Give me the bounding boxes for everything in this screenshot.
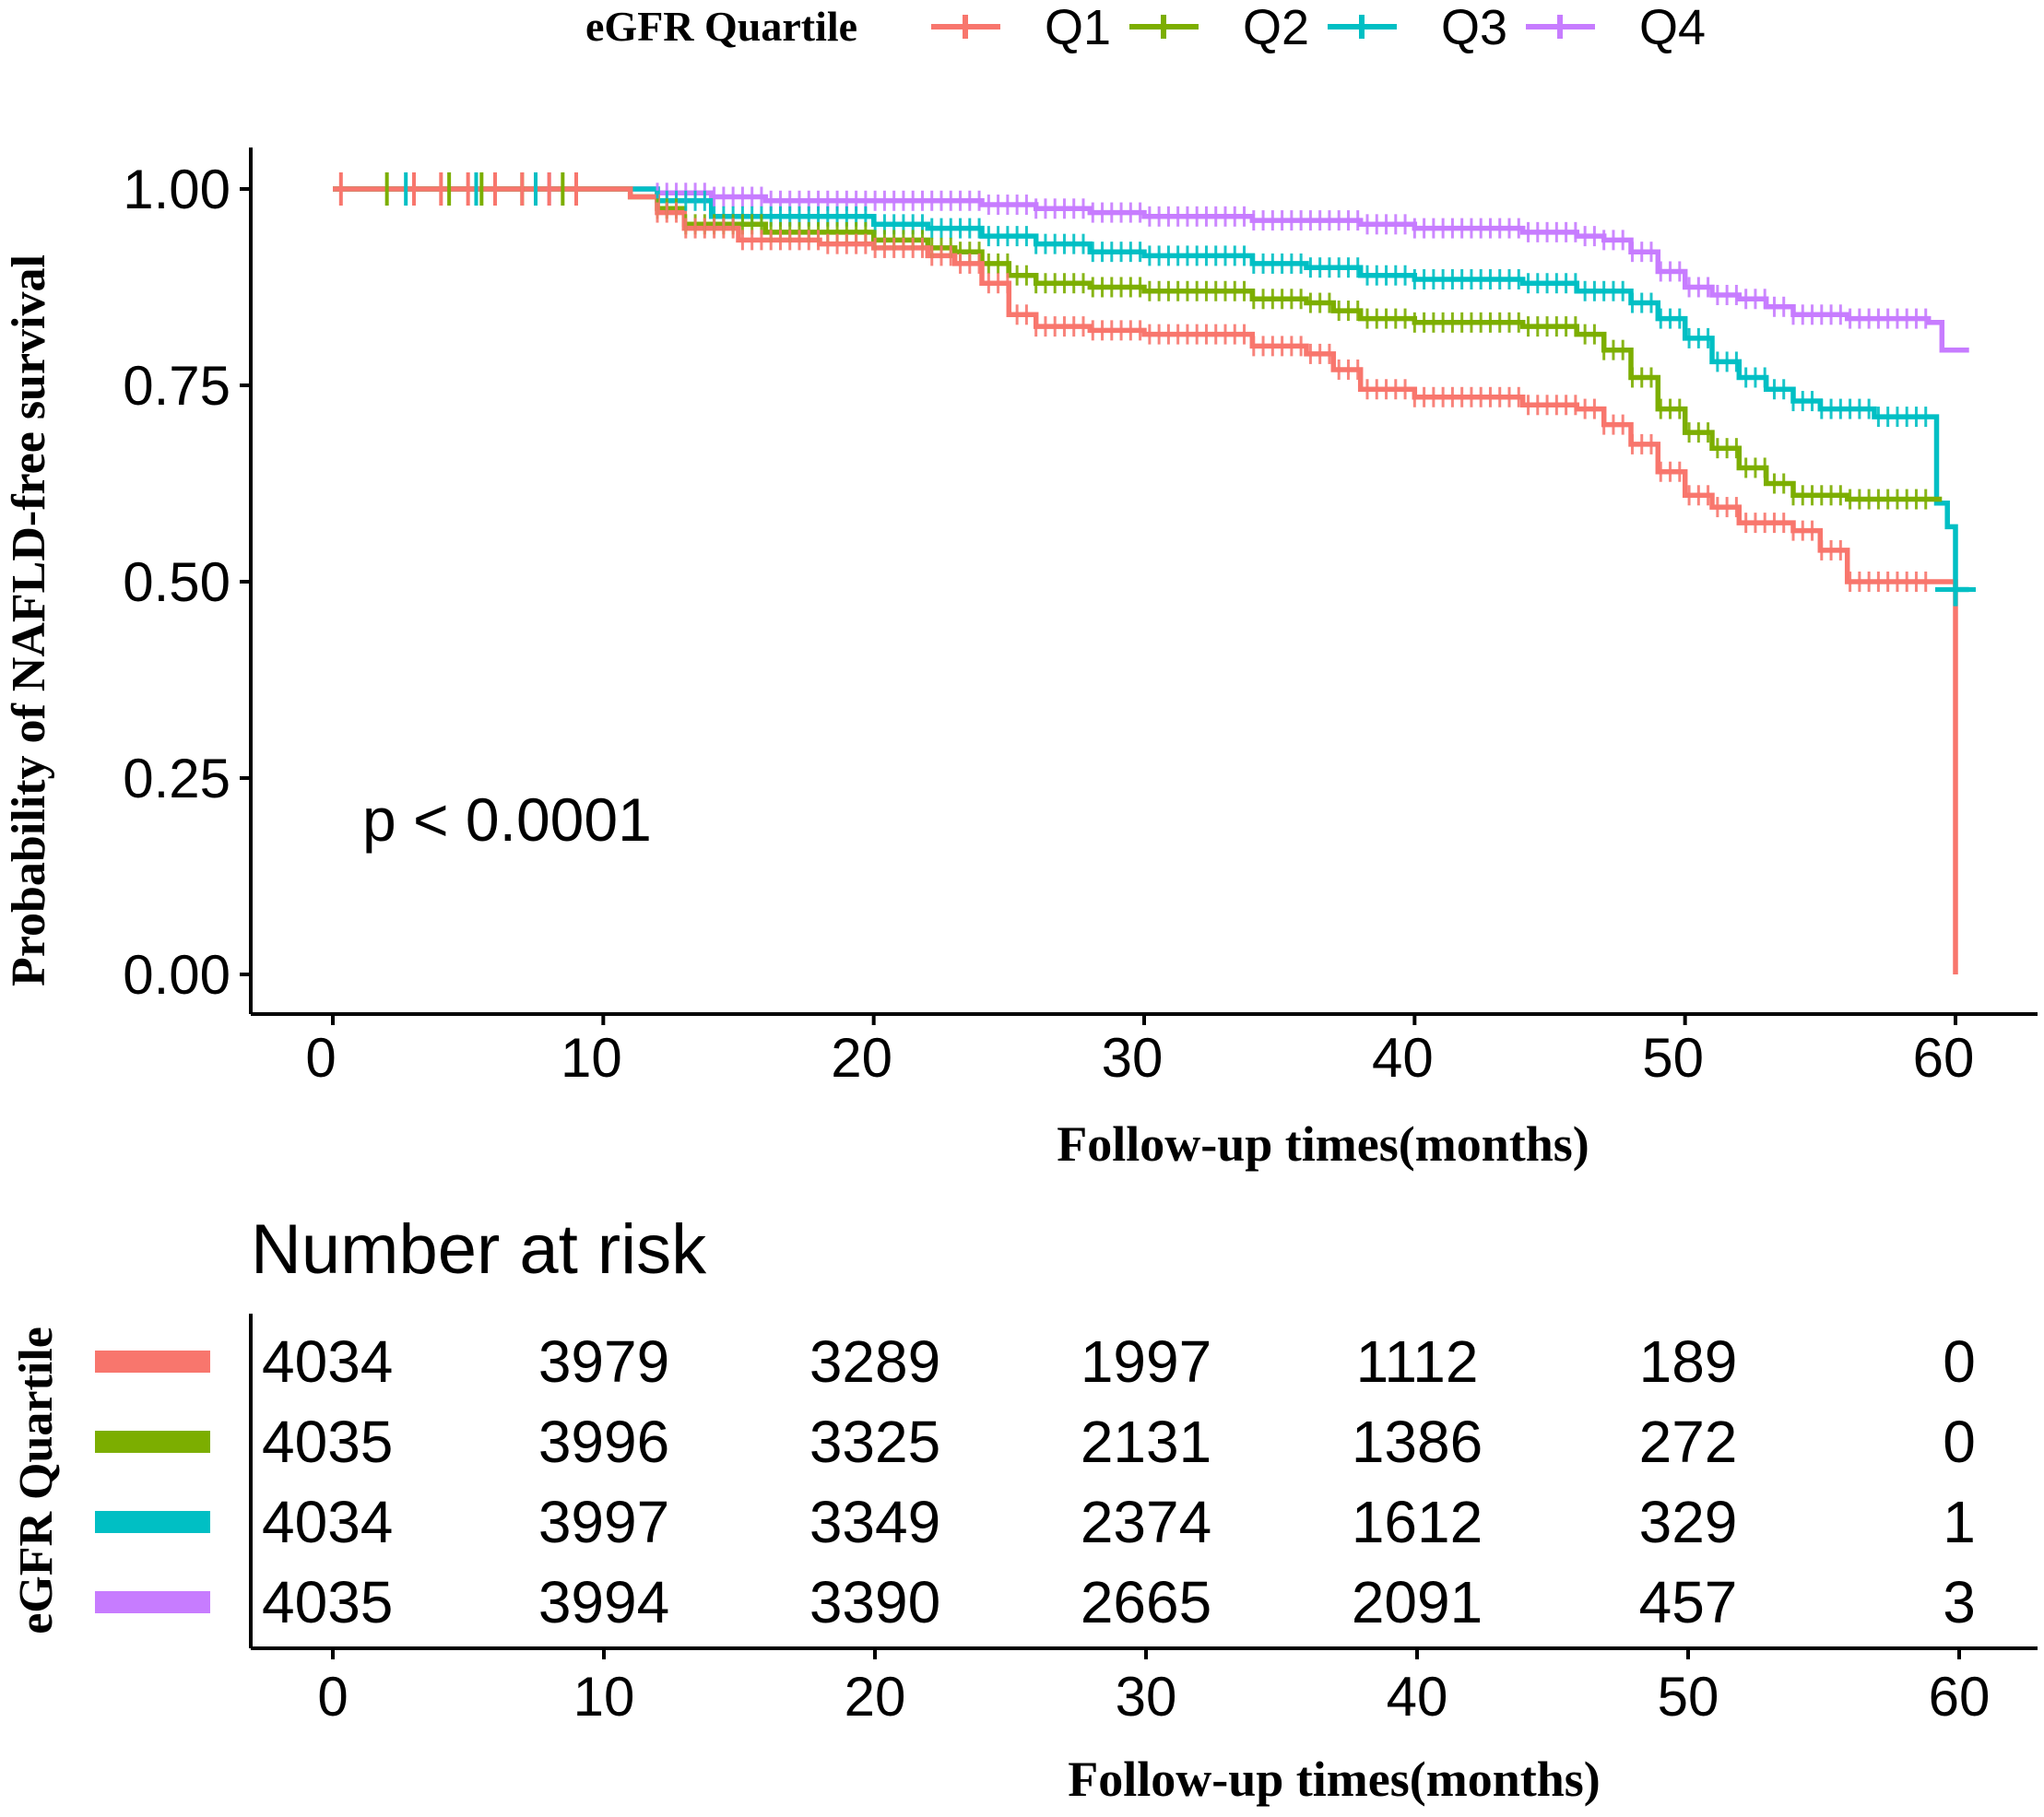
risk-x-tick-label: 0	[317, 1666, 348, 1728]
risk-cell: 0	[1943, 1328, 1976, 1395]
risk-x-tick-label: 10	[573, 1666, 635, 1728]
legend-label-q4: Q4	[1639, 0, 1706, 55]
risk-row-swatch-q2	[95, 1431, 210, 1453]
risk-cell: 1997	[1081, 1328, 1211, 1395]
km-y-tick-label: 0.75	[123, 355, 230, 417]
risk-cell: 4034	[262, 1489, 393, 1555]
risk-x-tick-label: 50	[1658, 1666, 1719, 1728]
km-censor-marks	[338, 172, 1976, 607]
risk-cell: 2131	[1081, 1409, 1211, 1475]
legend-label-q2: Q2	[1243, 0, 1309, 55]
km-curve-q1	[333, 186, 1958, 974]
risk-cell: 3994	[538, 1569, 669, 1635]
risk-cell: 2665	[1081, 1569, 1211, 1635]
risk-cell: 0	[1943, 1409, 1976, 1475]
risk-table-cells: 4034 3979 3289 1997 1112 189 0 4035 3996 3325 2131…	[262, 1328, 1976, 1635]
risk-cell: 2091	[1352, 1569, 1483, 1635]
risk-cell: 457	[1639, 1569, 1738, 1635]
km-curve-q3	[333, 186, 1969, 593]
km-x-tick-label: 10	[561, 1027, 622, 1089]
km-x-tick-label: 20	[831, 1027, 892, 1089]
risk-cell: 272	[1639, 1409, 1738, 1475]
risk-cell: 3996	[538, 1409, 669, 1475]
km-x-tick-label: 0	[305, 1027, 336, 1089]
km-censor-band-q1	[656, 202, 1928, 592]
risk-row-swatches	[95, 1351, 210, 1613]
km-x-tick-label: 40	[1372, 1027, 1434, 1089]
risk-cell: 1612	[1352, 1489, 1483, 1555]
risk-cell: 3979	[538, 1328, 669, 1395]
risk-cell: 3349	[809, 1489, 940, 1555]
risk-row-swatch-q1	[95, 1351, 210, 1373]
km-x-tick-label: 30	[1102, 1027, 1164, 1089]
km-x-axis-label: Follow-up times(months)	[1057, 1116, 1589, 1172]
risk-cell: 3997	[538, 1489, 669, 1555]
risk-x-axis-label: Follow-up times(months)	[1068, 1752, 1601, 1807]
legend-title: eGFR Quartile	[585, 3, 857, 50]
risk-cell: 3289	[809, 1328, 940, 1395]
legend-items: Q1 Q2 Q3 Q4	[931, 0, 1706, 55]
risk-cell: 4035	[262, 1409, 393, 1475]
risk-cell: 4035	[262, 1569, 393, 1635]
legend: eGFR Quartile Q1 Q2 Q3 Q4	[585, 0, 1706, 55]
km-y-tick-label: 0.25	[123, 748, 230, 809]
p-value-annotation: p < 0.0001	[362, 785, 652, 854]
km-curve-q2	[333, 186, 1943, 502]
km-y-tick-label: 1.00	[123, 159, 230, 220]
km-y-tick-label: 0.00	[123, 944, 230, 1006]
km-y-axis-label: Probability of NAFLD-free survival	[3, 254, 55, 986]
risk-cell: 1	[1943, 1489, 1976, 1555]
risk-cell: 4034	[262, 1328, 393, 1395]
legend-label-q1: Q1	[1045, 0, 1111, 55]
risk-table: Number at risk eGFR Quartile 4034 3979 328…	[10, 1210, 2038, 1807]
km-plot: 0.00 0.25 0.50 0.75 1.00 0 10 20 30 40 50 60 p < 0.…	[3, 147, 2038, 1172]
legend-label-q3: Q3	[1441, 0, 1507, 55]
risk-cell: 3390	[809, 1569, 940, 1635]
risk-axes: 0 10 20 30 40 50 60	[249, 1314, 2038, 1728]
km-curves	[333, 186, 1969, 974]
risk-cell: 3325	[809, 1409, 940, 1475]
risk-cell: 3	[1943, 1569, 1976, 1635]
risk-row-swatch-q4	[95, 1591, 210, 1613]
risk-table-row-axis-label: eGFR Quartile	[10, 1327, 63, 1634]
risk-cell: 2374	[1081, 1489, 1211, 1555]
risk-cell: 329	[1639, 1489, 1738, 1555]
km-y-tick-label: 0.50	[123, 551, 230, 613]
risk-x-tick-label: 60	[1929, 1666, 1991, 1728]
risk-x-tick-label: 30	[1116, 1666, 1177, 1728]
km-axes: 0.00 0.25 0.50 0.75 1.00 0 10 20 30 40 50 60	[123, 147, 2038, 1089]
km-x-tick-label: 60	[1913, 1027, 1975, 1089]
risk-x-tick-label: 20	[845, 1666, 906, 1728]
risk-cell: 1386	[1352, 1409, 1483, 1475]
risk-x-tick-label: 40	[1387, 1666, 1448, 1728]
risk-cell: 189	[1639, 1328, 1738, 1395]
km-censor-band-q2	[656, 198, 1928, 510]
km-x-tick-label: 50	[1642, 1027, 1704, 1089]
risk-row-swatch-q3	[95, 1511, 210, 1533]
risk-cell: 1112	[1356, 1328, 1479, 1395]
risk-table-title: Number at risk	[251, 1210, 707, 1289]
